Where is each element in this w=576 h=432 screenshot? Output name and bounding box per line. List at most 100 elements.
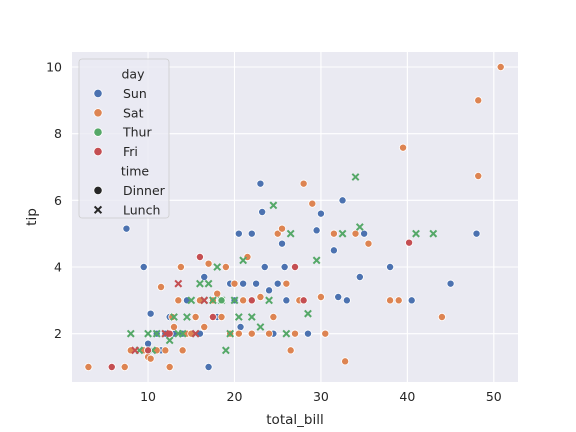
legend: day time Sun Sat Thur Fri Dinner Lunch [78,58,170,219]
data-point [286,229,295,238]
y-tick-label: 2 [54,326,62,341]
data-points [84,63,505,371]
data-point [282,329,291,338]
data-point [290,262,299,271]
data-point [299,179,308,188]
data-point [429,229,438,238]
data-point [329,246,338,255]
data-point [196,279,204,288]
legend-label-sat: Sat [123,105,144,120]
data-point [342,296,351,305]
data-point [146,309,155,318]
x-tick-label: 30 [313,389,329,404]
data-point [258,207,267,216]
data-point [146,354,155,363]
data-point [312,256,321,265]
data-point [200,272,209,281]
data-point [226,329,235,338]
data-point [176,262,185,271]
data-point [308,199,317,208]
y-tick-label: 6 [54,193,62,208]
x-tick-label: 10 [140,389,156,404]
data-point [221,346,230,355]
data-point [178,346,187,355]
data-point [157,282,166,291]
data-point [474,171,483,180]
data-point [265,286,274,295]
data-point [316,209,325,218]
legend-marker-sat [93,108,103,118]
data-point [334,292,343,301]
data-point [161,329,170,338]
data-point [260,262,269,271]
data-point [312,226,321,235]
data-point [496,63,505,72]
data-point [144,339,153,348]
data-point [239,256,248,265]
data-point [252,279,261,288]
data-point [299,296,308,305]
data-point [187,296,196,305]
data-point [165,362,174,371]
x-tick-label: 40 [399,389,415,404]
data-point [230,279,239,288]
data-point [472,229,481,238]
data-point [316,292,325,301]
data-point [290,329,299,338]
data-point [303,329,312,338]
data-point [386,296,395,305]
data-point [174,296,183,305]
y-tick-label: 8 [54,126,62,141]
data-point [364,239,373,248]
data-point [437,312,446,321]
data-point [329,229,338,238]
data-point [195,252,204,261]
data-point [265,329,274,338]
data-point [474,96,483,105]
data-point [168,312,177,321]
data-point [204,259,213,268]
legend-label-fri: Fri [123,144,138,159]
data-point [170,313,178,321]
data-point [122,224,131,233]
data-point [204,279,213,288]
data-point [144,346,153,355]
legend-box [78,58,170,219]
data-point [234,229,243,238]
data-point [407,296,416,305]
data-point [200,322,209,331]
data-point [247,313,256,321]
data-point [341,357,350,366]
data-point [174,279,183,288]
data-point [405,238,414,247]
y-tick-label: 10 [46,60,62,75]
data-point [321,329,330,338]
data-point [183,313,191,321]
data-point [169,322,178,331]
data-point [256,323,265,331]
data-point [191,312,200,321]
data-point [144,329,152,338]
data-point [338,229,347,238]
data-point [399,143,408,152]
data-point [282,296,291,305]
data-point [217,296,226,305]
data-point [355,223,364,231]
data-point [269,201,278,210]
data-point [208,296,217,305]
legend-label-sun: Sun [123,86,147,101]
x-tick-label: 20 [227,389,243,404]
data-point [200,296,209,305]
data-point [351,229,360,238]
legend-label-lunch: Lunch [123,202,160,217]
data-point [204,362,213,371]
data-point [84,362,93,371]
data-point [280,262,289,271]
data-point [152,329,161,338]
data-point [131,346,140,355]
data-point [239,296,248,305]
legend-label-dinner: Dinner [123,183,166,198]
y-tick-labels: 2 4 6 8 10 [46,60,62,342]
data-point [221,262,230,271]
